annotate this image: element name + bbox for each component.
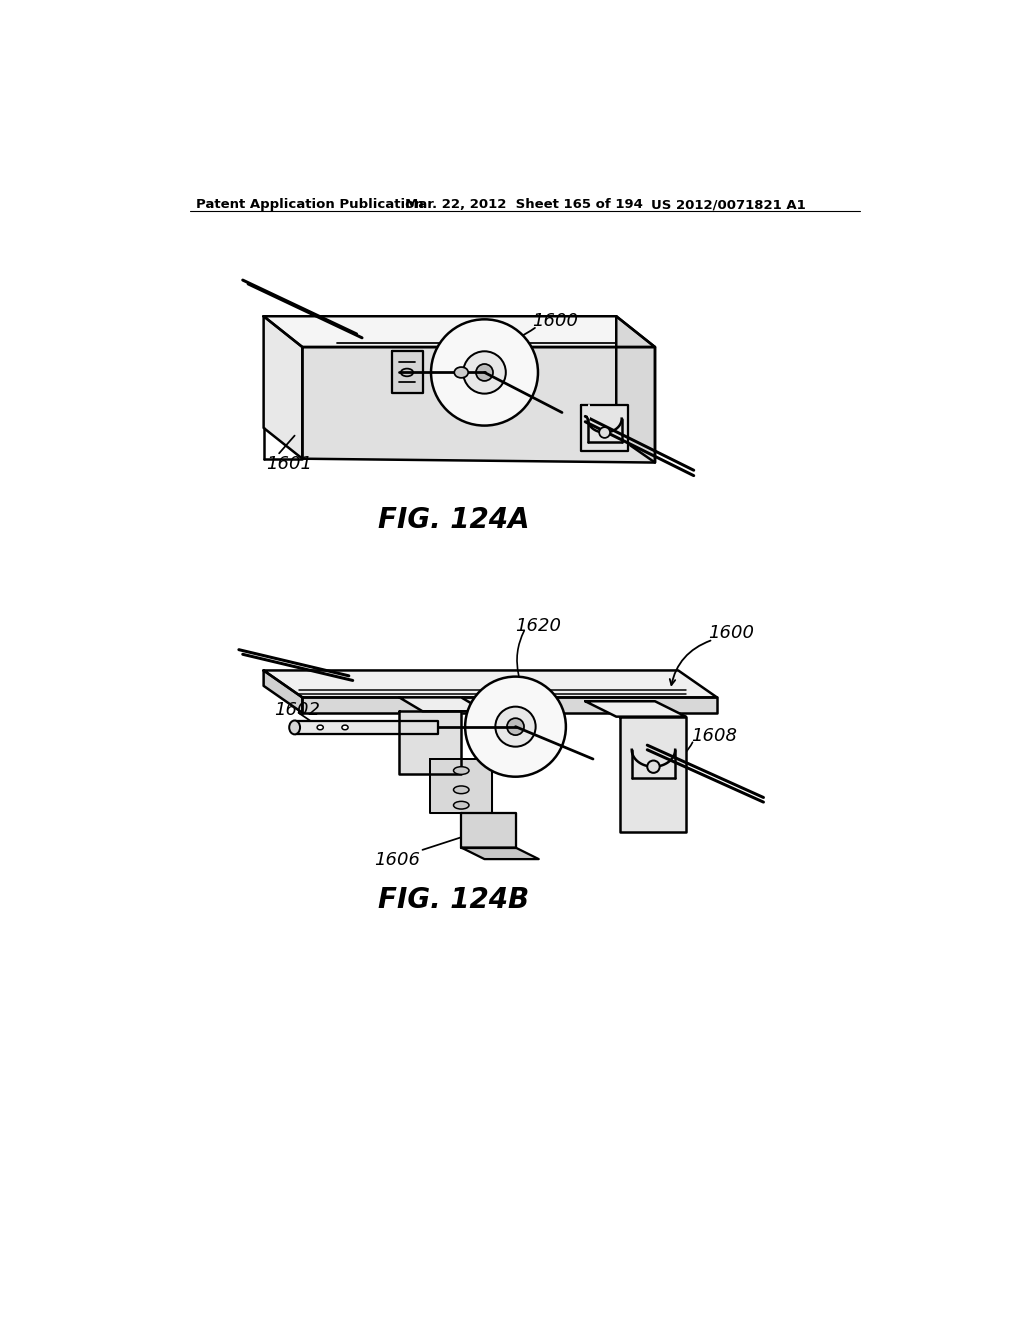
Polygon shape bbox=[582, 405, 628, 451]
Ellipse shape bbox=[454, 785, 469, 793]
Ellipse shape bbox=[455, 367, 468, 378]
Polygon shape bbox=[263, 671, 717, 697]
Text: Patent Application Publication: Patent Application Publication bbox=[197, 198, 424, 211]
Text: Mar. 22, 2012  Sheet 165 of 194: Mar. 22, 2012 Sheet 165 of 194 bbox=[406, 198, 643, 211]
Polygon shape bbox=[621, 717, 686, 832]
Polygon shape bbox=[616, 317, 655, 462]
Polygon shape bbox=[263, 317, 655, 347]
Ellipse shape bbox=[496, 706, 536, 747]
Polygon shape bbox=[391, 351, 423, 393]
Polygon shape bbox=[430, 759, 493, 813]
Polygon shape bbox=[302, 697, 717, 713]
Ellipse shape bbox=[454, 801, 469, 809]
Ellipse shape bbox=[431, 319, 538, 425]
Polygon shape bbox=[399, 697, 484, 711]
Ellipse shape bbox=[317, 725, 324, 730]
Polygon shape bbox=[461, 847, 539, 859]
Polygon shape bbox=[263, 317, 302, 459]
Ellipse shape bbox=[400, 368, 414, 376]
Ellipse shape bbox=[342, 725, 348, 730]
Ellipse shape bbox=[647, 760, 659, 774]
Ellipse shape bbox=[507, 718, 524, 735]
Text: FIG. 124A: FIG. 124A bbox=[378, 507, 529, 535]
Polygon shape bbox=[399, 711, 461, 775]
Text: 1601: 1601 bbox=[266, 455, 312, 473]
Ellipse shape bbox=[476, 364, 493, 381]
Text: 1600: 1600 bbox=[708, 624, 754, 643]
Polygon shape bbox=[461, 813, 515, 847]
Text: 1600: 1600 bbox=[532, 313, 579, 330]
Ellipse shape bbox=[465, 677, 566, 776]
Ellipse shape bbox=[463, 351, 506, 393]
Text: US 2012/0071821 A1: US 2012/0071821 A1 bbox=[651, 198, 806, 211]
Ellipse shape bbox=[454, 767, 469, 775]
Text: 1602: 1602 bbox=[273, 701, 319, 719]
Polygon shape bbox=[263, 671, 302, 713]
Polygon shape bbox=[295, 721, 438, 734]
Text: 1620: 1620 bbox=[515, 616, 561, 635]
Text: 1608: 1608 bbox=[690, 726, 736, 744]
Polygon shape bbox=[302, 347, 655, 462]
Polygon shape bbox=[586, 701, 686, 717]
Ellipse shape bbox=[289, 721, 300, 734]
Text: FIG. 124B: FIG. 124B bbox=[378, 886, 529, 913]
Ellipse shape bbox=[599, 428, 610, 438]
Text: 1606: 1606 bbox=[375, 851, 421, 870]
